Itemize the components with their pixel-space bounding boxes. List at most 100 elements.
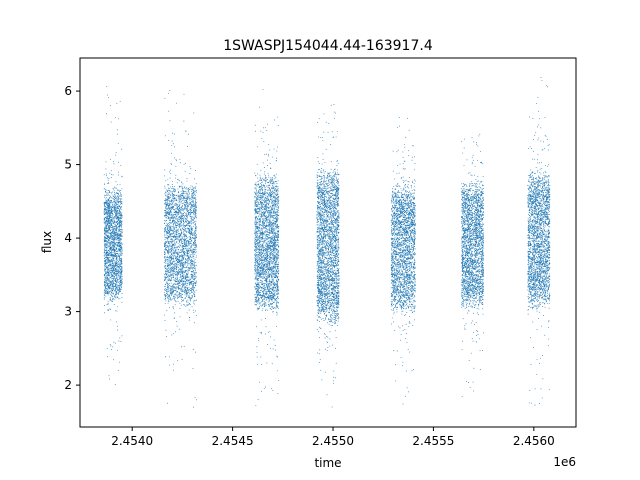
data-point: [173, 284, 175, 286]
data-point: [189, 203, 191, 205]
data-point: [189, 221, 191, 223]
data-point: [174, 247, 176, 249]
data-point: [180, 272, 182, 274]
data-point: [114, 117, 116, 119]
data-point: [112, 228, 114, 230]
data-point: [182, 188, 184, 190]
data-point: [112, 271, 114, 273]
data-point: [190, 245, 192, 247]
data-point: [175, 213, 177, 215]
data-point: [164, 193, 166, 195]
data-point: [165, 224, 167, 226]
data-point: [168, 287, 170, 289]
data-point: [112, 284, 114, 286]
data-point: [104, 264, 106, 266]
data-point: [192, 195, 194, 197]
data-point: [187, 201, 189, 203]
data-point: [164, 283, 166, 285]
data-point: [165, 202, 167, 204]
data-point: [114, 226, 116, 228]
data-point: [121, 272, 122, 274]
data-point: [177, 283, 179, 285]
data-point: [182, 260, 183, 262]
data-point: [112, 188, 114, 190]
data-point: [174, 280, 176, 282]
data-point: [109, 284, 111, 286]
data-point: [107, 214, 109, 216]
data-point: [165, 267, 166, 269]
data-point: [183, 197, 184, 199]
data-point: [107, 292, 109, 294]
data-point: [182, 289, 184, 291]
data-point: [109, 220, 111, 222]
data-point: [120, 231, 122, 233]
data-point: [119, 214, 121, 216]
data-point: [182, 193, 184, 194]
data-point: [170, 162, 172, 164]
data-point: [115, 258, 117, 260]
data-point: [174, 272, 175, 274]
data-point: [106, 177, 108, 179]
data-point: [180, 212, 182, 214]
data-point: [176, 160, 178, 162]
data-point: [112, 214, 114, 216]
data-point: [106, 86, 108, 87]
data-point: [118, 290, 120, 292]
data-point: [118, 292, 120, 294]
data-point: [184, 288, 186, 290]
data-point: [120, 263, 122, 265]
data-point: [111, 201, 112, 203]
data-point: [182, 227, 184, 229]
data-point: [181, 266, 183, 268]
data-point: [172, 269, 174, 271]
data-point: [106, 238, 108, 239]
data-point: [195, 194, 197, 196]
data-point: [114, 296, 116, 298]
data-point: [110, 237, 111, 239]
data-point: [167, 227, 169, 228]
data-point: [179, 262, 181, 264]
data-point: [188, 203, 190, 205]
data-point: [191, 264, 193, 266]
data-point: [116, 253, 117, 254]
data-point: [121, 215, 123, 217]
data-point: [190, 258, 192, 260]
data-point: [121, 278, 123, 280]
data-point: [105, 254, 107, 256]
data-point: [110, 255, 112, 257]
data-point: [193, 267, 195, 269]
data-point: [166, 259, 168, 261]
data-point: [115, 218, 117, 220]
data-point: [192, 286, 194, 288]
data-point: [186, 231, 188, 233]
data-point: [180, 255, 182, 257]
data-point: [118, 250, 119, 252]
data-point: [191, 212, 193, 213]
data-point: [183, 201, 185, 203]
data-point: [187, 249, 189, 251]
data-point: [165, 195, 167, 197]
data-point: [106, 211, 108, 213]
data-point: [171, 248, 173, 250]
data-point: [163, 256, 165, 258]
data-point: [176, 231, 177, 232]
data-point: [190, 267, 192, 269]
data-point: [182, 194, 184, 196]
data-point: [103, 243, 105, 245]
data-point: [107, 212, 109, 214]
data-point: [116, 294, 117, 296]
data-point: [180, 215, 182, 217]
data-point: [182, 199, 183, 201]
data-point: [165, 289, 167, 291]
data-point: [180, 289, 182, 291]
data-point: [106, 290, 108, 292]
data-point: [178, 294, 180, 296]
data-point: [173, 197, 174, 199]
data-point: [168, 271, 170, 272]
data-point: [108, 282, 110, 284]
data-point: [115, 262, 117, 264]
data-point: [171, 132, 173, 134]
data-point: [189, 248, 191, 250]
data-point: [172, 245, 174, 246]
data-point: [114, 233, 116, 235]
